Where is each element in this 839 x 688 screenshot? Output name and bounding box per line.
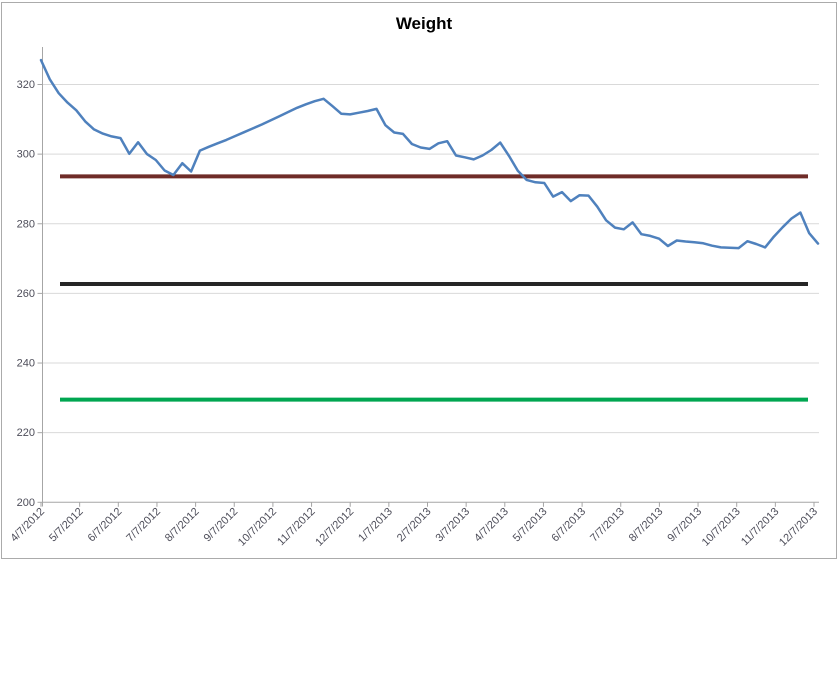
x-tick-label: 6/7/2012 [86,506,125,545]
x-tick-label: 9/7/2012 [202,506,241,545]
y-tick-label: 220 [17,427,35,439]
y-tick-label: 260 [17,288,35,300]
x-tick-label: 5/7/2012 [47,506,86,545]
x-tick-label: 8/7/2012 [163,506,202,545]
chart-title: Weight [396,14,453,33]
y-tick-label: 240 [17,358,35,370]
x-tick-label: 4/7/2013 [472,506,511,545]
x-tick-label: 3/7/2013 [434,506,473,545]
x-tick-label: 11/7/2013 [739,506,782,549]
x-tick-label: 5/7/2013 [511,506,550,545]
x-tick-label: 6/7/2013 [549,506,588,545]
x-tick-label: 4/7/2012 [8,506,47,545]
x-tick-label: 7/7/2012 [124,506,163,545]
x-tick-label: 12/7/2013 [777,506,820,549]
y-tick-label: 200 [17,497,35,509]
x-tick-label: 10/7/2013 [700,506,743,549]
x-tick-label: 7/7/2013 [588,506,627,545]
y-tick-label: 300 [17,149,35,161]
x-tick-label: 8/7/2013 [627,506,666,545]
y-tick-label: 320 [17,79,35,91]
x-tick-label: 1/7/2013 [356,506,395,545]
x-tick-label: 9/7/2013 [665,506,704,545]
x-tick-label: 10/7/2012 [236,506,279,549]
y-tick-label: 280 [17,218,35,230]
x-tick-label: 12/7/2012 [313,506,356,549]
weight-series-line [39,58,820,250]
weight-chart[interactable]: 200 220 240 260 280 300 320 4/7/2012 5/7/2012 6/7… [1,2,837,559]
x-tick-label: 2/7/2013 [395,506,434,545]
x-tick-label: 11/7/2012 [275,506,318,549]
